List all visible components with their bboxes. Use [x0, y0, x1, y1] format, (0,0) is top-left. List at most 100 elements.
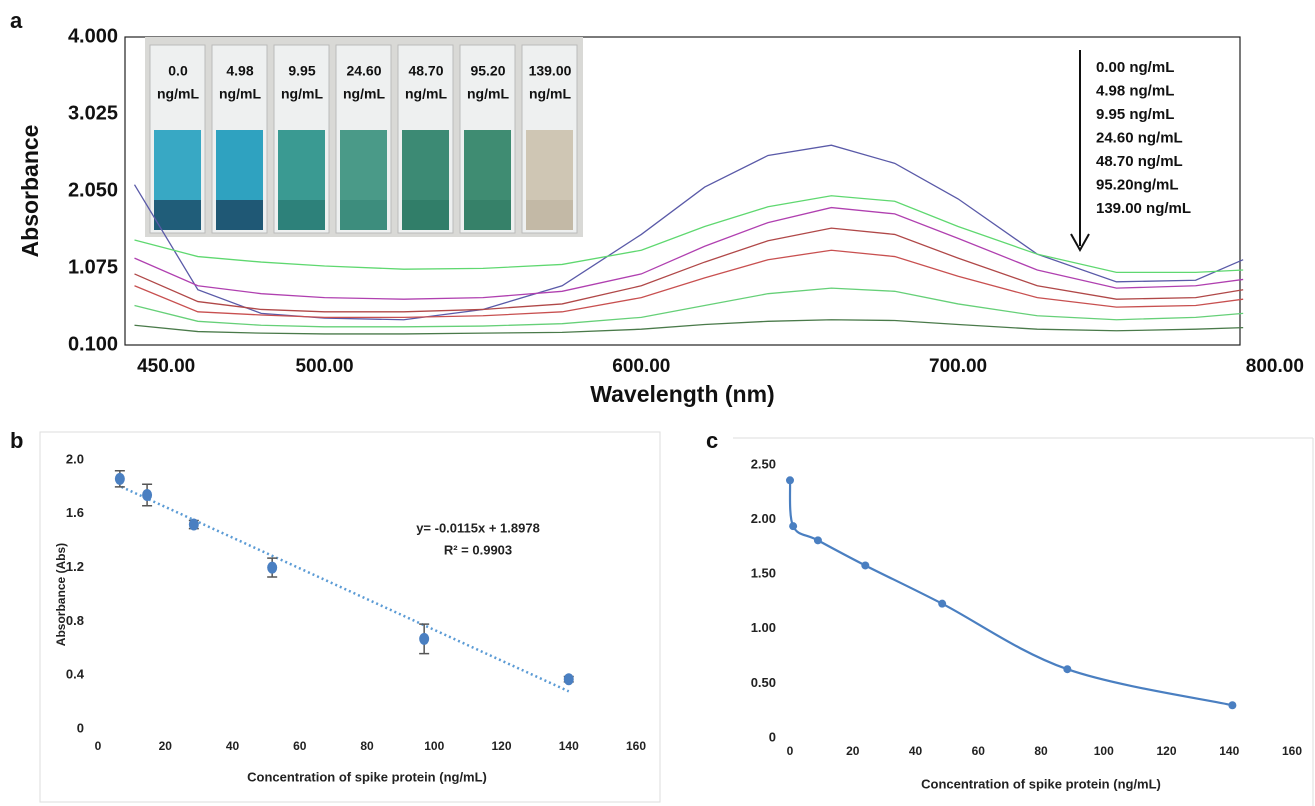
y-tick-label: 0.8 [66, 613, 84, 628]
y-axis-title: Absorbance (Abs) [54, 543, 68, 646]
cuvette-bottom [154, 200, 201, 230]
series-line [134, 319, 1244, 335]
y-tick-label: 0.100 [68, 333, 118, 355]
cuvette-bottom [340, 200, 387, 230]
y-tick-label: 0.4 [66, 667, 85, 682]
x-tick-label: 20 [159, 739, 173, 753]
x-tick-label: 120 [491, 739, 511, 753]
marker [1063, 665, 1072, 674]
x-tick-label: 160 [626, 739, 646, 753]
marker [1228, 701, 1237, 710]
x-tick-label: 140 [559, 739, 579, 753]
panel-frame [39, 431, 661, 803]
x-tick-label: 600.00 [612, 356, 670, 377]
inset-unit: ng/mL [529, 86, 571, 102]
y-tick-label: 2.050 [68, 179, 118, 201]
y-tick-label: 0.50 [751, 675, 776, 690]
marker [789, 522, 798, 531]
series-line [134, 249, 1244, 319]
x-axis-title: Concentration of spike protein (ng/mL) [247, 769, 487, 784]
y-tick-label: 1.00 [751, 620, 776, 635]
cuvette-bottom [278, 200, 325, 230]
x-tick-label: 80 [360, 739, 374, 753]
plot-frame [124, 36, 1241, 346]
annotation: R² = 0.9903 [444, 542, 512, 557]
y-tick-label: 3.025 [68, 102, 118, 124]
x-tick-label: 450.00 [137, 356, 195, 377]
x-tick-label: 0 [787, 744, 794, 758]
point [188, 518, 199, 531]
y-tick-label: 1.50 [751, 566, 776, 581]
annotation: y= -0.0115x + 1.8978 [416, 520, 540, 535]
inset-label: 9.95 [288, 63, 315, 79]
marker [786, 476, 794, 485]
x-tick-label: 80 [1034, 744, 1048, 758]
x-tick-label: 20 [846, 744, 860, 758]
y-tick-label: 0 [77, 720, 84, 735]
marker [813, 536, 822, 545]
inset-label: 24.60 [346, 63, 381, 79]
inset-label: 139.00 [529, 63, 572, 79]
inset-label: 48.70 [408, 63, 443, 79]
legend-entry: 48.70 ng/mL [1096, 153, 1183, 170]
series-line [134, 227, 1244, 313]
y-tick-label: 0 [769, 729, 776, 744]
x-axis-title: Wavelength (nm) [590, 381, 774, 407]
inset-unit: ng/mL [467, 86, 509, 102]
inset-unit: ng/mL [281, 86, 323, 102]
marker [938, 599, 947, 608]
series-line [134, 287, 1244, 328]
arrow-head [1070, 233, 1090, 253]
cuvette-bottom [216, 200, 263, 230]
y-tick-label: 4.000 [68, 25, 118, 47]
legend-entry: 139.00 ng/mL [1096, 200, 1191, 217]
inset-unit: ng/mL [157, 86, 199, 102]
x-tick-label: 0 [95, 739, 102, 753]
x-tick-label: 120 [1156, 744, 1176, 758]
y-tick-label: 1.6 [66, 505, 84, 520]
point [267, 561, 278, 574]
y-tick-label: 1.075 [68, 256, 118, 278]
y-tick-label: 2.00 [751, 511, 776, 526]
series-line [134, 195, 1244, 273]
y-tick-label: 1.2 [66, 559, 84, 574]
y-tick-label: 2.0 [66, 451, 84, 466]
inset-unit: ng/mL [405, 86, 447, 102]
series-line [134, 206, 1244, 300]
panel-label: b [10, 428, 23, 453]
legend-entry: 0.00 ng/mL [1096, 59, 1174, 76]
x-tick-label: 100 [424, 739, 444, 753]
x-tick-label: 60 [972, 744, 986, 758]
point [563, 673, 574, 686]
x-tick-label: 40 [226, 739, 240, 753]
x-tick-label: 800.00 [1246, 356, 1304, 377]
inset-unit: ng/mL [219, 86, 261, 102]
y-axis-title: Absorbance [17, 125, 43, 258]
x-tick-label: 40 [909, 744, 923, 758]
legend-entry: 4.98 ng/mL [1096, 82, 1174, 99]
trendline [121, 485, 570, 693]
series-line [788, 480, 1233, 707]
inset-label: 95.20 [470, 63, 505, 79]
y-tick-label: 2.50 [751, 456, 776, 471]
panel-label: a [10, 8, 23, 33]
point [419, 632, 430, 645]
point [142, 488, 153, 501]
marker [861, 561, 870, 570]
cuvette-bottom [402, 200, 449, 230]
x-tick-label: 160 [1282, 744, 1302, 758]
x-tick-label: 700.00 [929, 356, 987, 377]
panel-label: c [706, 428, 718, 453]
x-tick-label: 140 [1219, 744, 1239, 758]
x-tick-label: 100 [1094, 744, 1114, 758]
x-axis-title: Concentration of spike protein (ng/mL) [921, 776, 1161, 791]
x-tick-label: 500.00 [295, 356, 353, 377]
inset-label: 0.0 [168, 63, 188, 79]
inset-label: 4.98 [226, 63, 253, 79]
legend-entry: 9.95 ng/mL [1096, 106, 1174, 123]
legend-entry: 95.20ng/mL [1096, 176, 1179, 193]
cuvette-bottom [526, 200, 573, 230]
point [114, 472, 125, 485]
cuvette-bottom [464, 200, 511, 230]
